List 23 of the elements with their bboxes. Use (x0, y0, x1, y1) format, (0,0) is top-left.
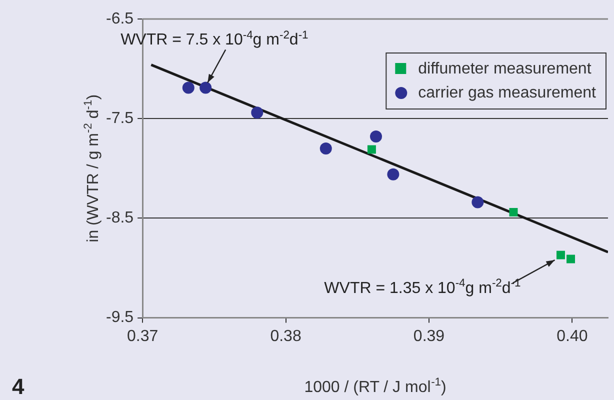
x-tick-label: 0.37 (127, 328, 158, 345)
legend-label: carrier gas measurement (418, 84, 597, 102)
point (251, 106, 264, 119)
x-tick-label: 0.40 (556, 328, 588, 345)
legend-label: diffumeter measurement (418, 60, 592, 78)
x-tick-label: 0.39 (413, 328, 445, 345)
text: 4 (12, 374, 25, 399)
x-tick-label: 0.38 (270, 328, 302, 345)
point (556, 250, 565, 260)
y-tick-label: -7.5 (106, 110, 134, 128)
point (367, 145, 376, 154)
point (320, 142, 332, 154)
point (566, 254, 576, 264)
point (200, 82, 212, 94)
point (387, 168, 400, 180)
y-tick-label: -9.5 (106, 309, 134, 326)
point (509, 208, 518, 216)
point (472, 196, 484, 208)
point (182, 82, 194, 94)
point (370, 130, 382, 143)
y-tick-label: -6.5 (106, 10, 134, 28)
y-axis-title: in (WVTR / g m-2 d-1) (82, 94, 102, 242)
y-tick-label: -8.5 (106, 210, 134, 227)
